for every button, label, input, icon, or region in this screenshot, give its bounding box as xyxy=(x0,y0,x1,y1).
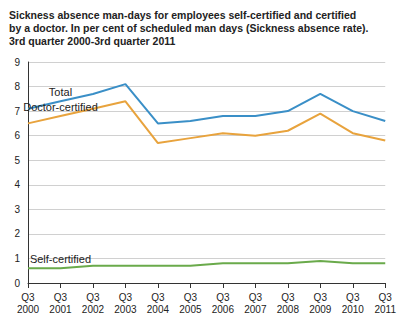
svg-text:2006: 2006 xyxy=(212,304,235,315)
svg-text:Q3: Q3 xyxy=(379,292,393,303)
svg-text:9: 9 xyxy=(14,57,20,68)
svg-text:2001: 2001 xyxy=(49,304,72,315)
svg-text:5: 5 xyxy=(14,155,20,166)
svg-text:Q3: Q3 xyxy=(151,292,165,303)
svg-text:Total: Total xyxy=(49,86,72,98)
svg-text:3: 3 xyxy=(14,204,20,215)
svg-text:Q3: Q3 xyxy=(346,292,360,303)
svg-text:Q3: Q3 xyxy=(281,292,295,303)
svg-text:2010: 2010 xyxy=(342,304,365,315)
svg-text:Q3: Q3 xyxy=(54,292,68,303)
svg-text:Self-certified: Self-certified xyxy=(30,253,91,265)
svg-text:by a doctor. In per cent of sc: by a doctor. In per cent of scheduled ma… xyxy=(9,22,369,34)
svg-text:2004: 2004 xyxy=(147,304,170,315)
svg-text:2011: 2011 xyxy=(374,304,396,315)
svg-text:Sickness absence man-days for: Sickness absence man-days for employees … xyxy=(9,9,356,21)
svg-text:2000: 2000 xyxy=(17,304,40,315)
svg-text:Doctor-certified: Doctor-certified xyxy=(23,101,98,113)
svg-text:6: 6 xyxy=(14,130,20,141)
svg-text:2003: 2003 xyxy=(114,304,137,315)
svg-text:3rd quarter 2000-3rd quarter 2: 3rd quarter 2000-3rd quarter 2011 xyxy=(9,35,175,47)
svg-text:2007: 2007 xyxy=(244,304,267,315)
svg-text:2002: 2002 xyxy=(82,304,105,315)
svg-text:2005: 2005 xyxy=(179,304,202,315)
svg-text:7: 7 xyxy=(14,106,20,117)
svg-text:0: 0 xyxy=(14,278,20,289)
svg-text:Q3: Q3 xyxy=(86,292,100,303)
svg-text:4: 4 xyxy=(14,179,20,190)
svg-text:1: 1 xyxy=(14,253,20,264)
svg-text:Q3: Q3 xyxy=(119,292,133,303)
svg-text:Q3: Q3 xyxy=(314,292,328,303)
svg-text:Q3: Q3 xyxy=(249,292,263,303)
svg-text:2008: 2008 xyxy=(277,304,300,315)
svg-text:Q3: Q3 xyxy=(184,292,198,303)
svg-text:Q3: Q3 xyxy=(216,292,230,303)
svg-text:8: 8 xyxy=(14,81,20,92)
svg-text:2: 2 xyxy=(14,228,20,239)
svg-text:Q3: Q3 xyxy=(21,292,35,303)
svg-text:2009: 2009 xyxy=(309,304,332,315)
